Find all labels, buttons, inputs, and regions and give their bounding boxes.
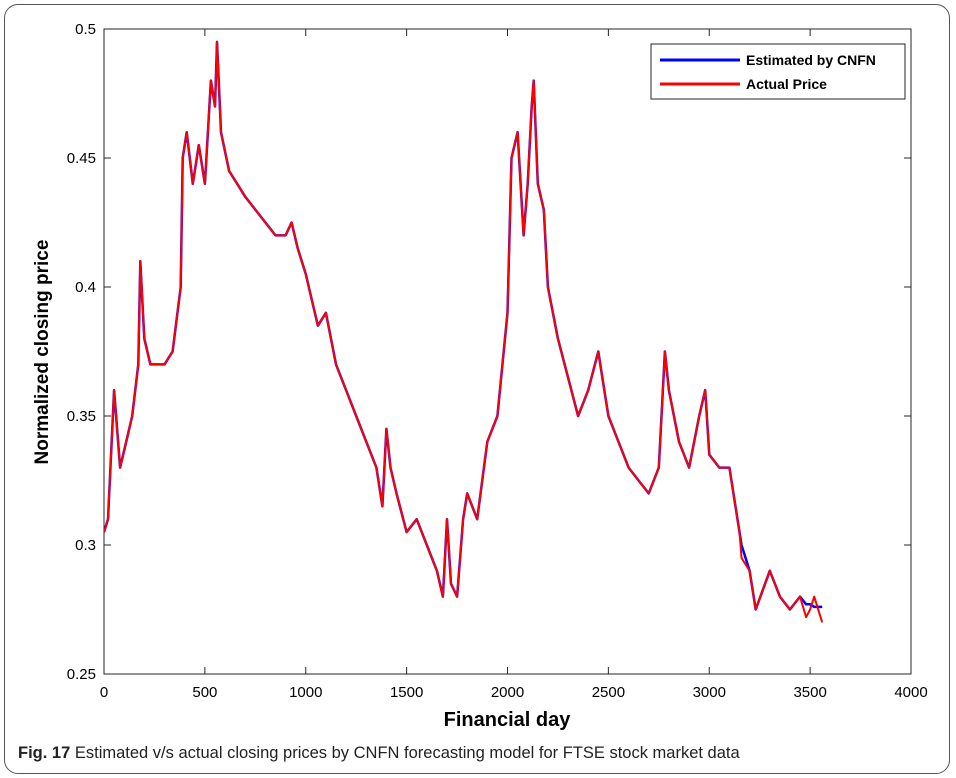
x-tick-label: 3500 [793,684,826,701]
legend: Estimated by CNFN Actual Price [650,43,906,100]
y-tick-labels: 0.25 0.3 0.35 0.4 0.45 0.5 [67,21,96,683]
x-tick-label: 2000 [491,684,524,701]
x-axis-label: Financial day [444,709,572,731]
y-tick-label: 0.3 [75,537,96,554]
figure-frame [4,4,950,774]
series-group [104,40,824,623]
legend-label-actual: Actual Price [746,76,827,92]
caption-label: Fig. 17 [18,744,71,762]
figure-caption: Fig. 17 Estimated v/s actual closing pri… [18,744,740,763]
y-tick-label: 0.45 [67,150,96,167]
x-tick-label: 0 [100,684,108,701]
x-tick-label: 1000 [289,684,322,701]
legend-label-estimated: Estimated by CNFN [746,52,876,68]
x-tick-label: 2500 [592,684,625,701]
y-tick-label: 0.5 [75,21,96,38]
x-tick-label: 1500 [390,684,423,701]
line-chart: 0 500 1000 1500 2000 2500 3000 3500 4000 0.25 0.3… [32,21,928,731]
x-tick-label: 3000 [693,684,726,701]
x-tick-label: 500 [192,684,217,701]
axis-ticks [103,28,912,675]
y-tick-label: 0.25 [67,666,96,683]
legend-box [650,43,906,100]
plot-area [103,28,912,675]
y-axis-label: Normalized closing price [32,240,53,465]
y-tick-label: 0.35 [67,408,96,425]
x-tick-labels: 0 500 1000 1500 2000 2500 3000 3500 4000 [100,684,928,701]
caption-text: Estimated v/s actual closing prices by C… [70,744,740,762]
y-tick-label: 0.4 [75,279,96,296]
x-tick-label: 4000 [894,684,927,701]
series-line-1 [104,40,824,623]
